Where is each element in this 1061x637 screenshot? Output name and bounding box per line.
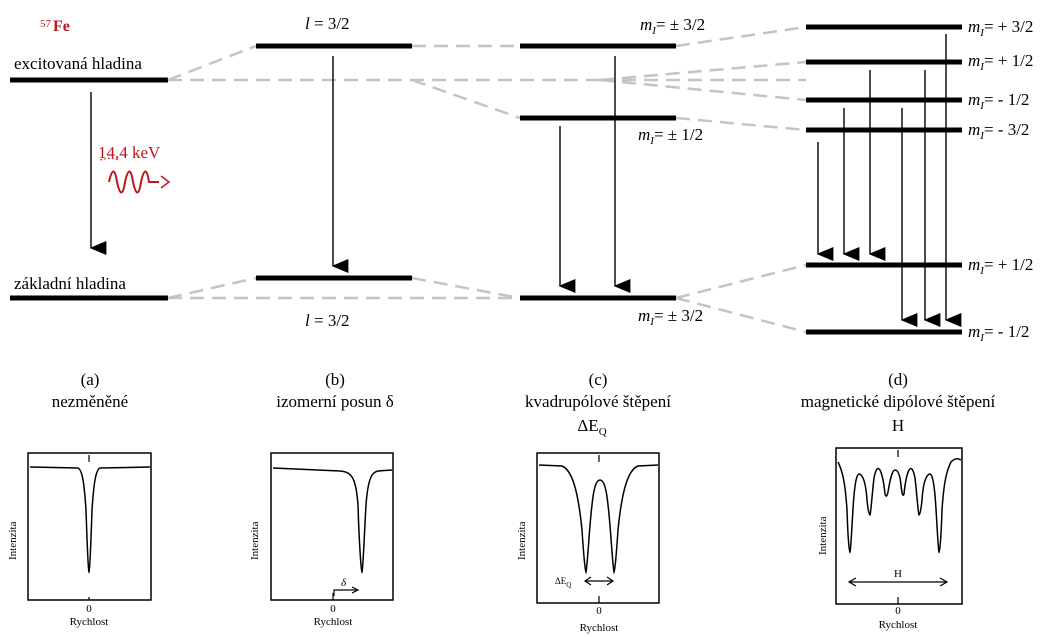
panel-a-title: nezměněné xyxy=(52,392,128,411)
d1-label: mI= + 3/2 xyxy=(968,17,1033,39)
gamma-underline xyxy=(99,158,121,161)
isotope-symbol: Fe xyxy=(53,18,70,35)
b-excited-label: l = 3/2 xyxy=(305,14,350,33)
panel-d-title: magnetické dipólové štěpení xyxy=(801,392,996,411)
H-label: H xyxy=(894,568,902,580)
spectrum-b: Intenzita 0 Rychlost δ xyxy=(249,452,394,628)
ylabel-c: Intenzita xyxy=(516,521,528,560)
zero-a: 0 xyxy=(86,603,92,615)
panel-b-letter: (b) xyxy=(325,370,345,389)
connector xyxy=(675,263,807,300)
isotope-mass: 57 xyxy=(40,18,52,30)
panel-d-sub: H xyxy=(892,416,904,435)
d6-label: mI= - 1/2 xyxy=(968,322,1029,344)
panel-c-title: kvadrupólové štěpení xyxy=(525,392,671,411)
connector xyxy=(167,276,257,300)
panel-d-letter: (d) xyxy=(888,370,908,389)
c-upper-label: mI= ± 3/2 xyxy=(640,15,705,37)
d2-label: mI= + 1/2 xyxy=(968,51,1033,73)
gamma-energy-label: 14,4 keV xyxy=(98,143,161,162)
ylabel-d: Intenzita xyxy=(817,516,829,555)
c-ground-label: mI= ± 3/2 xyxy=(638,306,703,328)
connector xyxy=(599,60,807,82)
spectrum-c: Intenzita 0 Rychlost ΔEQ xyxy=(516,452,660,634)
connector xyxy=(411,276,521,300)
panel-b-title: izomerní posun δ xyxy=(276,392,394,411)
delta-arrow xyxy=(333,589,356,596)
d3-label: mI= - 1/2 xyxy=(968,90,1029,112)
panel-c-sub: ΔEQ xyxy=(577,416,606,438)
b-ground-label: l = 3/2 xyxy=(305,311,350,330)
dEq-label: ΔEQ xyxy=(555,576,571,589)
xlabel-d: Rychlost xyxy=(879,619,918,631)
d5-label: mI= + 1/2 xyxy=(968,255,1033,277)
connector xyxy=(675,296,807,334)
c-lower-label: mI= ± 1/2 xyxy=(638,125,703,147)
zero-d: 0 xyxy=(895,605,901,617)
gamma-wave-icon xyxy=(108,170,159,194)
xlabel-a: Rychlost xyxy=(70,616,109,628)
connector xyxy=(599,78,807,102)
ylabel-a: Intenzita xyxy=(7,521,19,560)
spectrum-d: Intenzita 0 Rychlost H xyxy=(817,447,963,631)
gamma-arrowhead-icon xyxy=(160,175,171,189)
xlabel-b: Rychlost xyxy=(314,616,353,628)
connector xyxy=(411,78,521,120)
spectrum-a: Intenzita 0 Rychlost xyxy=(7,452,152,628)
d4-label: mI= - 3/2 xyxy=(968,120,1029,142)
ground-level-label: základní hladina xyxy=(14,274,126,293)
zero-c: 0 xyxy=(596,605,602,617)
xlabel-c: Rychlost xyxy=(580,622,619,634)
ylabel-b: Intenzita xyxy=(249,521,261,560)
panel-a-letter: (a) xyxy=(81,370,100,389)
excited-level-label: excitovaná hladina xyxy=(14,54,142,73)
zero-b: 0 xyxy=(330,603,336,615)
delta-label: δ xyxy=(341,577,347,589)
connector xyxy=(167,44,257,82)
panel-c-letter: (c) xyxy=(589,370,608,389)
